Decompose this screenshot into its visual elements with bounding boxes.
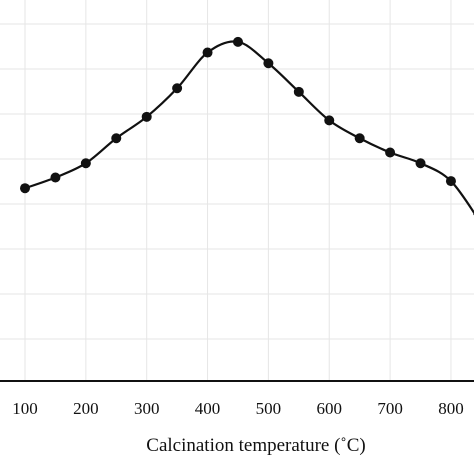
x-tick-label: 600 [317, 399, 343, 418]
x-tick-label: 100 [12, 399, 38, 418]
x-tick-label: 700 [377, 399, 403, 418]
data-point [293, 86, 304, 97]
data-point [324, 115, 335, 126]
data-point [80, 158, 91, 169]
data-point [20, 183, 30, 194]
data-point [50, 172, 61, 183]
data-point [385, 147, 396, 158]
x-tick-label: 200 [73, 399, 99, 418]
data-point [415, 158, 426, 169]
x-tick-label: 800 [438, 399, 464, 418]
data-point [232, 36, 243, 47]
x-tick-label: 400 [195, 399, 221, 418]
data-series [20, 36, 474, 216]
x-axis-title: Calcination temperature (˚C) [146, 435, 365, 456]
data-point [445, 176, 456, 187]
data-point [354, 133, 365, 144]
data-point [172, 83, 183, 94]
grid-lines [0, 0, 474, 381]
x-tick-label: 300 [134, 399, 160, 418]
data-point [141, 111, 152, 122]
data-point [202, 47, 213, 58]
x-tick-label: 500 [256, 399, 282, 418]
data-point [263, 58, 274, 69]
data-point [111, 133, 122, 144]
x-tick-labels: 100 200 300 400 500 600 700 800 [12, 399, 463, 418]
